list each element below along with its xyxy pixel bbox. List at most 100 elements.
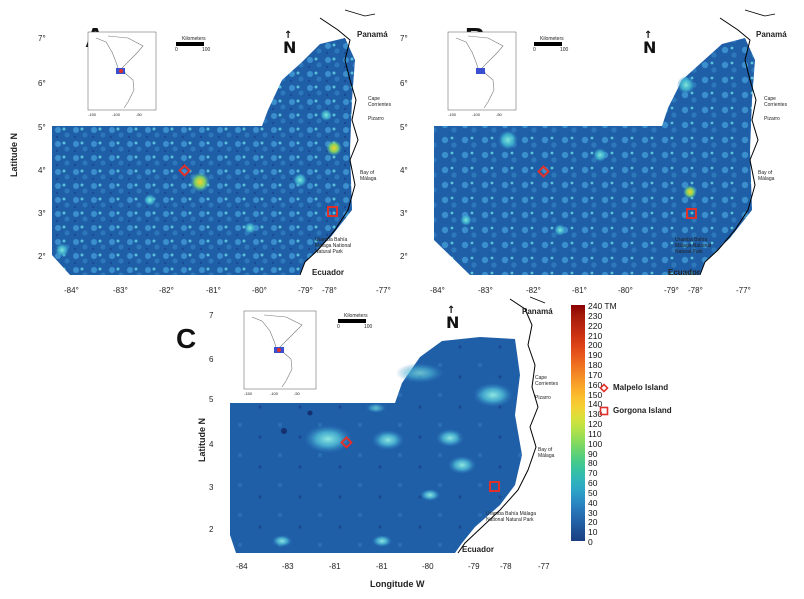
map-a	[52, 9, 376, 276]
place-uramba: Uramba Bahía Málaga National Natural Par…	[315, 237, 352, 255]
lat-tick: 2°	[38, 252, 46, 261]
lon-tick: -78°	[322, 286, 337, 295]
lat-tick: 6°	[38, 79, 46, 88]
lon-tick: -82°	[159, 286, 174, 295]
place-panama: Panamá	[522, 307, 553, 316]
gorgona-marker	[489, 481, 500, 492]
x-axis-label: Longitude W	[370, 579, 425, 589]
inset-tick: -100	[270, 391, 279, 396]
color-scale-tick: 160	[588, 379, 603, 390]
color-scale-tick: 140	[588, 399, 603, 410]
lon-tick: -77°	[376, 286, 391, 295]
legend: 240 TM 230 220 210 200 190 180 170 160 150 140 130 1…	[571, 300, 771, 550]
place-ecuador: Ecuador	[462, 545, 495, 554]
lon-tick: -78°	[688, 286, 703, 295]
color-scale-tick: 150	[588, 389, 603, 400]
lat-tick: 6°	[400, 79, 408, 88]
lon-tick: -77	[538, 562, 550, 571]
lat-tick: 7	[209, 311, 214, 320]
inset-tick: -150	[448, 112, 457, 117]
coastline	[299, 17, 359, 276]
place-cape-corrientes: Cape Corrientes	[368, 96, 392, 108]
lon-tick: -80°	[618, 286, 633, 295]
lat-tick: 6	[209, 355, 214, 364]
color-scale-tick: 180	[588, 360, 603, 370]
color-scale-tick: 30	[588, 507, 598, 518]
place-cape-corrientes: Cape Corrientes	[764, 96, 788, 108]
scale-title: Kilometers	[540, 36, 564, 42]
lon-tick: -81°	[572, 286, 587, 295]
inset-tick: -50	[496, 112, 502, 117]
lat-tick: 3°	[400, 209, 408, 218]
scale-bar: Kilometers 0 100	[533, 36, 594, 54]
color-scale-tick: 240 TM	[588, 301, 617, 311]
color-scale-tick: 60	[588, 478, 598, 488]
color-scale-tick: 130	[588, 409, 603, 420]
lon-tick: -77°	[736, 286, 751, 295]
place-bay-malaga: Bay of Málaga	[360, 170, 377, 182]
place-panama: Panamá	[756, 30, 787, 39]
square-marker-icon	[599, 406, 609, 416]
panel-c: C -150 -100 -50 Kilometers 0 100 N ↑ 7 6 …	[150, 295, 570, 599]
color-scale-tick: 10	[588, 527, 598, 538]
coastline	[699, 17, 759, 276]
scale-bar: Kilometers 0 100	[175, 36, 236, 54]
place-bay-malaga: Bay of Málaga	[538, 447, 555, 459]
lon-tick: -78	[500, 562, 512, 571]
inset-tick: -50	[136, 112, 142, 117]
place-uramba: Uramba Bahía Málaga National Natural Par…	[486, 511, 537, 523]
color-scale-tick: 220	[588, 320, 603, 331]
lat-tick: 4°	[38, 166, 46, 175]
color-scale-tick: 170	[588, 369, 603, 380]
color-scale-tick: 120	[588, 419, 603, 429]
lat-tick: 3	[209, 483, 214, 492]
y-axis-label: Latitude N	[197, 418, 207, 462]
inset-tick: -100	[472, 112, 481, 117]
panel-b: B -150 -100 -50 Kilometers 0 100 N↑ 7° 6…	[400, 0, 804, 300]
color-scale-tick: 90	[588, 448, 598, 459]
scale-min: 0	[337, 324, 340, 330]
scale-title: Kilometers	[182, 36, 206, 42]
inset-tick: -50	[294, 391, 300, 396]
lon-tick: -79°	[664, 286, 679, 295]
malpelo-marker	[340, 436, 353, 449]
color-scale-tick: 20	[588, 517, 598, 528]
lat-tick: 4°	[400, 166, 408, 175]
lat-tick: 2	[209, 525, 214, 534]
gorgona-marker	[327, 206, 338, 217]
lon-tick: -80	[422, 562, 434, 571]
color-scale-tick: 200	[588, 340, 603, 351]
lon-tick: -81	[376, 562, 388, 571]
color-scale-tick: 110	[588, 428, 602, 439]
color-scale-tick: 80	[588, 458, 598, 469]
color-scale-tick: 70	[588, 468, 598, 479]
color-scale-tick: 100	[588, 438, 603, 449]
scale-max: 100	[202, 47, 211, 53]
gorgona-marker	[686, 208, 697, 219]
map-c	[230, 296, 546, 554]
y-axis-label: Latitude N	[9, 133, 19, 177]
inset-map: -150 -100 -50	[447, 31, 517, 117]
north-arrow-icon: N ↑	[643, 30, 657, 57]
legend-malpelo-label: Malpelo Island	[613, 383, 669, 392]
lat-tick: 4	[209, 440, 214, 449]
lon-tick: -83°	[478, 286, 493, 295]
color-scale-tick: 50	[588, 487, 598, 498]
legend-gorgona-label: Gorgona Island	[613, 406, 672, 415]
north-arrow-icon: N ↑	[446, 305, 460, 332]
place-panama: Panamá	[357, 30, 388, 39]
scale-max: 100	[364, 324, 373, 330]
map-b	[434, 9, 776, 276]
lat-tick: 2°	[400, 252, 408, 261]
lat-tick: 5°	[38, 123, 46, 132]
north-arrow-icon: N ↑	[283, 30, 297, 57]
color-scale-tick: 210	[588, 330, 603, 341]
lon-tick: -84°	[430, 286, 445, 295]
inset-tick: -100	[112, 112, 121, 117]
lon-tick: -81°	[206, 286, 221, 295]
lon-tick: -82°	[526, 286, 541, 295]
place-pizarro: Pizarro	[535, 395, 551, 401]
lon-tick: -80°	[252, 286, 267, 295]
place-pizarro: Pizarro	[368, 116, 384, 122]
inset-map-drawing	[447, 31, 517, 111]
